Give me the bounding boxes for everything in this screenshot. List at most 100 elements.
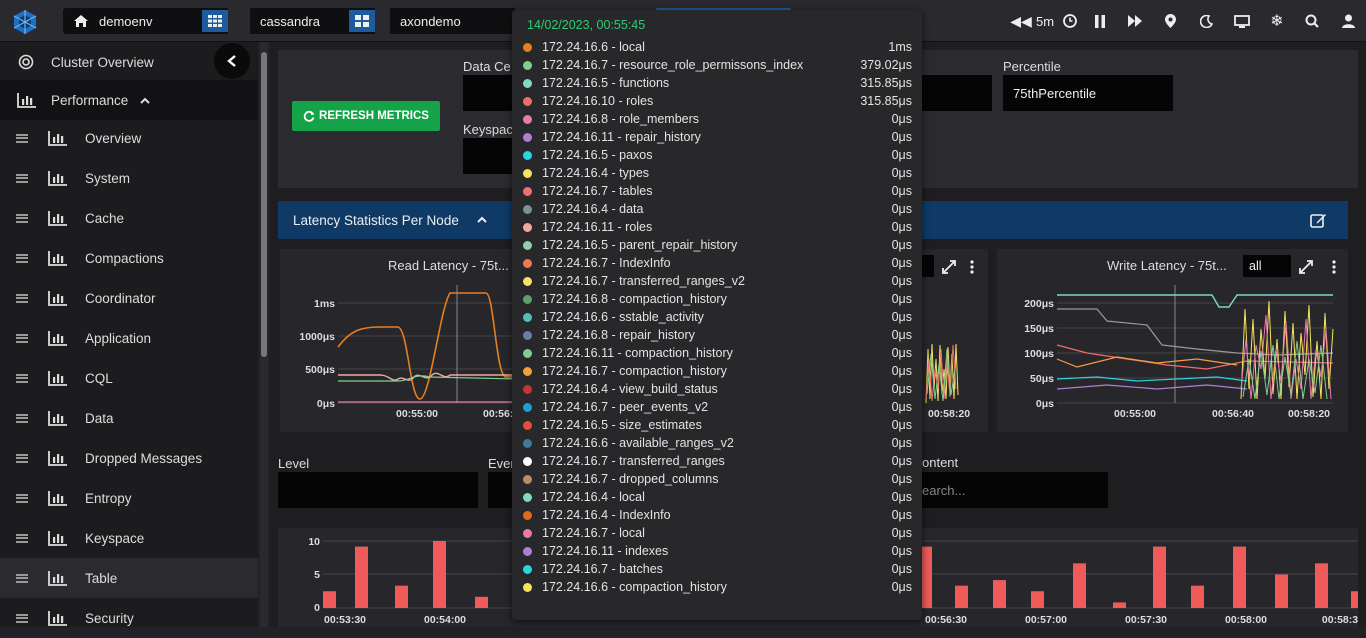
topbar-controls: ◀◀ 5m ❄ xyxy=(1010,0,1366,42)
events-bar[interactable] xyxy=(395,585,408,608)
drag-handle-icon[interactable] xyxy=(16,573,28,583)
write-x-tick: 00:55:00 xyxy=(1114,408,1156,420)
collapse-sidebar-button[interactable] xyxy=(214,43,250,79)
tooltip-row-value: 1ms xyxy=(888,40,912,54)
env-grid-icon[interactable] xyxy=(202,10,228,32)
middle-chart-select[interactable] xyxy=(922,255,934,277)
kebab-menu-icon[interactable] xyxy=(1332,260,1336,274)
events-bar[interactable] xyxy=(1191,585,1204,608)
events-bar[interactable] xyxy=(1073,563,1086,608)
home-icon[interactable] xyxy=(63,14,99,28)
series-color-dot xyxy=(523,348,532,358)
cluster-grid-icon[interactable] xyxy=(349,10,375,32)
events-bar[interactable] xyxy=(1315,563,1328,608)
sidebar-item-entropy[interactable]: Entropy xyxy=(0,478,258,518)
sidebar-item-overview[interactable]: Overview xyxy=(0,118,258,158)
percentile-select[interactable]: 75thPercentile xyxy=(1003,75,1173,111)
drag-handle-icon[interactable] xyxy=(16,333,28,343)
events-bar[interactable] xyxy=(433,541,446,608)
sidebar-item-keyspace[interactable]: Keyspace xyxy=(0,518,258,558)
events-bar[interactable] xyxy=(475,596,488,608)
event-type-label: Even xyxy=(488,456,518,471)
tooltip-row-value: 0μs xyxy=(891,364,912,378)
events-bar[interactable] xyxy=(355,546,368,608)
sidebar-item-performance[interactable]: Performance xyxy=(0,80,258,120)
drag-handle-icon[interactable] xyxy=(16,453,28,463)
sidebar-item-table[interactable]: Table xyxy=(0,558,258,598)
events-bar[interactable] xyxy=(955,585,968,608)
content-search-input[interactable]: earch... xyxy=(912,472,1108,508)
fast-forward-icon[interactable] xyxy=(1118,0,1152,42)
drag-handle-icon[interactable] xyxy=(16,533,28,543)
sidebar-item-system[interactable]: System xyxy=(0,158,258,198)
events-bar[interactable] xyxy=(1113,602,1126,608)
drag-handle-icon[interactable] xyxy=(16,413,28,423)
sidebar-item-data[interactable]: Data xyxy=(0,398,258,438)
sidebar-item-cluster-overview[interactable]: Cluster Overview xyxy=(0,42,258,82)
user-icon[interactable] xyxy=(1330,0,1366,42)
search-icon[interactable] xyxy=(1294,0,1330,42)
drag-handle-icon[interactable] xyxy=(16,293,28,303)
tooltip-row-value: 0μs xyxy=(891,454,912,468)
drag-handle-icon[interactable] xyxy=(16,213,28,223)
sidebar-item-cache[interactable]: Cache xyxy=(0,198,258,238)
table-select[interactable] xyxy=(912,75,992,111)
snowflake-icon[interactable]: ❄ xyxy=(1270,13,1284,30)
drag-handle-icon[interactable] xyxy=(16,133,28,143)
sidebar-item-application[interactable]: Application xyxy=(0,318,258,358)
breadcrumb-env[interactable]: demoenv xyxy=(63,8,228,34)
events-bar[interactable] xyxy=(1233,546,1246,608)
moon-icon[interactable] xyxy=(1188,0,1224,42)
events-bar[interactable] xyxy=(919,546,932,608)
read-x-tick: 00:56: xyxy=(483,408,513,420)
refresh-metrics-button[interactable]: REFRESH METRICS xyxy=(292,101,440,131)
expand-icon[interactable] xyxy=(1299,260,1313,274)
series-color-dot xyxy=(523,204,532,214)
write-x-tick: 00:56:40 xyxy=(1212,408,1254,420)
breadcrumb-keyspace[interactable]: axondemo xyxy=(390,8,515,34)
series-color-dot xyxy=(523,60,532,70)
kebab-menu-icon[interactable] xyxy=(970,260,974,274)
sidebar-scrollbar[interactable] xyxy=(260,42,268,627)
sidebar-item-label: Compactions xyxy=(85,250,164,266)
write-latency-chart: Write Latency - 75t... 200μs 150μs 100μs… xyxy=(1024,258,1334,420)
axonops-logo-icon[interactable] xyxy=(12,9,38,35)
sidebar-item-security[interactable]: Security xyxy=(0,598,258,638)
write-latency-select[interactable]: all xyxy=(1243,255,1291,277)
tooltip-row-label: 172.24.16.6 - sstable_activity xyxy=(542,310,704,324)
sidebar-item-coordinator[interactable]: Coordinator xyxy=(0,278,258,318)
events-bar[interactable] xyxy=(323,591,336,608)
read-series-line xyxy=(338,375,519,382)
events-bar[interactable] xyxy=(1351,591,1364,608)
events-bar[interactable] xyxy=(993,580,1006,608)
drag-handle-icon[interactable] xyxy=(16,493,28,503)
events-bar[interactable] xyxy=(1275,574,1288,609)
sidebar-item-dropped-messages[interactable]: Dropped Messages xyxy=(0,438,258,478)
drag-handle-icon[interactable] xyxy=(16,173,28,183)
breadcrumb-cluster[interactable]: cassandra xyxy=(250,8,375,34)
tooltip-row-value: 0μs xyxy=(891,292,912,306)
tooltip-row-value: 0μs xyxy=(891,328,912,342)
edit-icon[interactable] xyxy=(1310,212,1327,228)
drag-handle-icon[interactable] xyxy=(16,373,28,383)
monitor-icon[interactable] xyxy=(1224,0,1260,42)
read-latency-panel: Read Latency - 75t... 1ms 1000μs 500μs 0… xyxy=(280,249,519,432)
clock-icon[interactable] xyxy=(1058,0,1082,42)
location-pin-icon[interactable] xyxy=(1152,0,1188,42)
bar-chart-icon xyxy=(48,171,67,186)
expand-icon[interactable] xyxy=(942,260,956,274)
interval-label[interactable]: 5m xyxy=(1035,13,1055,29)
sidebar-item-compactions[interactable]: Compactions xyxy=(0,238,258,278)
drag-handle-icon[interactable] xyxy=(16,253,28,263)
events-bar[interactable] xyxy=(1153,546,1166,608)
level-select[interactable] xyxy=(278,472,478,508)
sidebar-item-label: Cache xyxy=(85,210,125,226)
drag-handle-icon[interactable] xyxy=(16,613,28,623)
sidebar-item-cql[interactable]: CQL xyxy=(0,358,258,398)
tooltip-row-label: 172.24.16.4 - view_build_status xyxy=(542,382,718,396)
events-bar[interactable] xyxy=(1031,591,1044,608)
read-y-tick: 1ms xyxy=(314,298,335,310)
pause-icon[interactable] xyxy=(1082,0,1118,42)
rewind-icon[interactable]: ◀◀ xyxy=(1010,12,1032,29)
event-type-select[interactable] xyxy=(488,472,514,508)
